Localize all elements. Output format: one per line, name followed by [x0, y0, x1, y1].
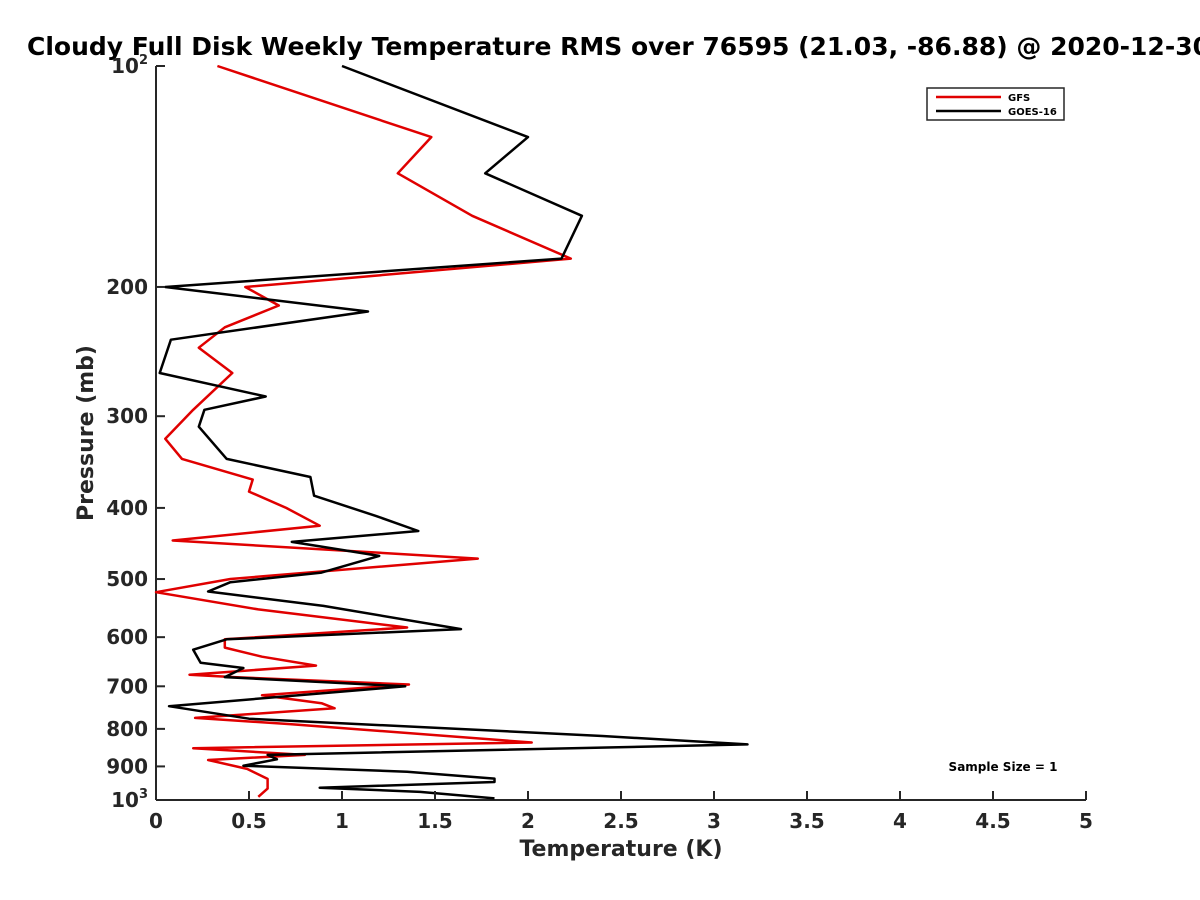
x-tick-label: 1 — [335, 809, 349, 833]
x-tick-label: 0.5 — [231, 809, 266, 833]
y-axis-label: Pressure (mb) — [74, 345, 99, 521]
y-tick-label: 600 — [106, 625, 148, 649]
legend-label-goes16: GOES-16 — [1008, 107, 1057, 118]
x-ticks: 0 0.5 1 1.5 2 2.5 3 3.5 4 4.5 5 — [149, 791, 1093, 833]
y-tick-label: 300 — [106, 404, 148, 428]
y-tick-label: 400 — [106, 496, 148, 520]
legend: GFS GOES-16 — [926, 87, 1065, 121]
x-tick-label: 2 — [521, 809, 535, 833]
legend-label-gfs: GFS — [1008, 93, 1030, 104]
x-tick-label: 5 — [1079, 809, 1093, 833]
x-axis-label: Temperature (K) — [519, 837, 722, 862]
x-tick-label: 1.5 — [417, 809, 452, 833]
plot-area — [155, 66, 1086, 801]
y-tick-label: 900 — [106, 754, 148, 778]
sample-size-annotation: Sample Size = 1 — [949, 760, 1058, 774]
x-tick-label: 4 — [893, 809, 907, 833]
x-tick-label: 3 — [707, 809, 721, 833]
series-line-goes16 — [158, 64, 749, 800]
y-tick-label: 200 — [106, 275, 148, 299]
x-tick-label: 0 — [149, 809, 163, 833]
y-tick-label: 700 — [106, 674, 148, 698]
x-tick-label: 3.5 — [789, 809, 824, 833]
x-tick-label: 2.5 — [603, 809, 638, 833]
y-tick-label: 103 — [111, 787, 148, 812]
x-tick-label: 4.5 — [975, 809, 1010, 833]
series-line-gfs — [154, 64, 573, 798]
y-tick-label: 500 — [106, 567, 148, 591]
y-ticks: 102 200 300 400 500 600 700 800 900 103 — [106, 53, 165, 812]
y-tick-label: 102 — [111, 53, 148, 78]
legend-box — [926, 87, 1065, 121]
chart-title: Cloudy Full Disk Weekly Temperature RMS … — [27, 32, 1200, 61]
series-layer — [154, 64, 749, 800]
y-tick-label: 800 — [106, 717, 148, 741]
